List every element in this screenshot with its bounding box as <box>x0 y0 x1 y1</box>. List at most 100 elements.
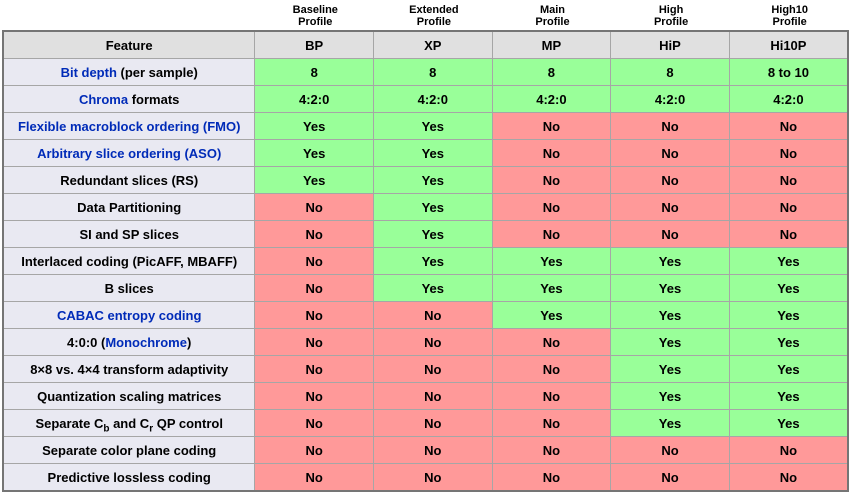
value-cell-yes: Yes <box>372 139 493 167</box>
feature-link[interactable]: Flexible macroblock ordering (FMO) <box>17 118 241 134</box>
profile-label: Main Profile <box>535 3 570 28</box>
table-row: Bit depth (per sample) 8 8 8 8 8 to 10 <box>2 58 849 86</box>
value-cell-no: No <box>491 112 612 140</box>
feature-cell: Separate Cb and Cr QP control <box>2 409 256 437</box>
table-row: Flexible macroblock ordering (FMO) Yes Yes… <box>2 112 849 140</box>
value-cell-yes: Yes <box>254 112 374 140</box>
value-cell-no: No <box>254 193 374 221</box>
value-cell-no: No <box>610 193 730 221</box>
feature-text: QP control <box>153 415 223 431</box>
feature-cell: Data Partitioning <box>2 193 256 221</box>
feature-link[interactable]: Monochrome <box>105 334 187 350</box>
feature-cell: Predictive lossless coding <box>2 463 256 492</box>
profile-label: Extended Profile <box>409 3 459 28</box>
profile-abbr-header: XP <box>372 30 493 59</box>
value-cell-no: No <box>491 220 612 248</box>
value-cell-yes: Yes <box>491 247 612 275</box>
value-cell-no: No <box>372 436 493 464</box>
feature-text: Predictive lossless coding <box>47 469 211 485</box>
value-cell-no: No <box>491 166 612 194</box>
feature-text: formats <box>128 91 180 107</box>
value-cell-no: No <box>254 301 374 329</box>
value-cell-no: No <box>610 139 730 167</box>
value-cell-yes: Yes <box>372 274 493 302</box>
feature-text: Interlaced coding (PicAFF, MBAFF) <box>21 253 238 269</box>
table-row: 8×8 vs. 4×4 transform adaptivity No No No Ye… <box>2 355 849 383</box>
feature-cell: 4:0:0 (Monochrome) <box>2 328 256 356</box>
value-cell-yes: Yes <box>728 355 849 383</box>
value-cell-no: No <box>372 328 493 356</box>
value-cell-no: No <box>610 166 730 194</box>
value-cell-yes: Yes <box>491 274 612 302</box>
value-cell-yes: Yes <box>610 409 730 437</box>
value-cell-yes: Yes <box>610 382 730 410</box>
value-cell-yes: Yes <box>372 166 493 194</box>
value-cell-yes: 8 <box>610 58 730 86</box>
value-cell-no: No <box>372 409 493 437</box>
value-cell-no: No <box>728 139 849 167</box>
feature-text: Separate C <box>35 415 104 431</box>
value-cell-no: No <box>610 463 730 492</box>
feature-text: SI and SP slices <box>79 226 179 242</box>
table-row: Predictive lossless coding No No No No No <box>2 463 849 492</box>
value-cell-yes: 8 <box>491 58 612 86</box>
feature-cell: Chroma formats <box>2 85 256 113</box>
value-cell-yes: 4:2:0 <box>610 85 730 113</box>
value-cell-no: No <box>254 382 374 410</box>
feature-text: ) <box>186 334 192 350</box>
value-cell-no: No <box>610 220 730 248</box>
feature-text: 8×8 vs. 4×4 transform adaptivity <box>30 361 229 377</box>
value-cell-yes: 4:2:0 <box>491 85 612 113</box>
table-header-row: Feature BP XP MP HiP Hi10P <box>2 30 849 59</box>
value-cell-no: No <box>372 355 493 383</box>
value-cell-no: No <box>728 193 849 221</box>
value-cell-yes: Yes <box>728 247 849 275</box>
table-row: Redundant slices (RS) Yes Yes No No No <box>2 166 849 194</box>
feature-link[interactable]: Chroma <box>78 91 129 107</box>
value-cell-yes: 4:2:0 <box>254 85 374 113</box>
value-cell-no: No <box>491 409 612 437</box>
profile-label: Baseline Profile <box>292 3 338 28</box>
table-row: Arbitrary slice ordering (ASO) Yes Yes No No… <box>2 139 849 167</box>
feature-cell: Quantization scaling matrices <box>2 382 256 410</box>
feature-text: Redundant slices (RS) <box>60 172 199 188</box>
feature-text: (per sample) <box>116 64 198 80</box>
value-cell-yes: Yes <box>728 274 849 302</box>
value-cell-yes: 4:2:0 <box>728 85 849 113</box>
feature-column-header: Feature <box>2 30 256 59</box>
value-cell-yes: Yes <box>491 301 612 329</box>
value-cell-no: No <box>491 436 612 464</box>
feature-subscript: r <box>149 423 154 435</box>
profile-abbr-header: HiP <box>610 30 730 59</box>
value-cell-no: No <box>610 436 730 464</box>
feature-link[interactable]: Bit depth <box>60 64 117 80</box>
value-cell-no: No <box>372 463 493 492</box>
value-cell-yes: Yes <box>372 247 493 275</box>
feature-cell: Flexible macroblock ordering (FMO) <box>2 112 256 140</box>
value-cell-yes: Yes <box>372 193 493 221</box>
feature-cell: Separate color plane coding <box>2 436 256 464</box>
feature-link[interactable]: CABAC entropy coding <box>56 307 202 323</box>
feature-text: Data Partitioning <box>77 199 182 215</box>
value-cell-no: No <box>372 301 493 329</box>
value-cell-no: No <box>491 328 612 356</box>
table-row: Chroma formats 4:2:0 4:2:0 4:2:0 4:2:0 4:2:0 <box>2 85 849 113</box>
value-cell-no: No <box>728 166 849 194</box>
feature-link[interactable]: Arbitrary slice ordering (ASO) <box>37 145 222 161</box>
feature-cell: Arbitrary slice ordering (ASO) <box>2 139 256 167</box>
value-cell-no: No <box>254 355 374 383</box>
value-cell-no: No <box>254 409 374 437</box>
feature-text: 4:0:0 ( <box>67 334 106 350</box>
value-cell-no: No <box>491 193 612 221</box>
table-row: SI and SP slices No Yes No No No <box>2 220 849 248</box>
profile-abbr-header: Hi10P <box>728 30 849 59</box>
profile-label: High Profile <box>653 3 689 28</box>
value-cell-yes: Yes <box>254 139 374 167</box>
value-cell-yes: Yes <box>728 409 849 437</box>
value-cell-no: No <box>728 112 849 140</box>
value-cell-no: No <box>254 436 374 464</box>
feature-subscript: b <box>103 423 110 435</box>
profile-label: High10 Profile <box>771 3 809 28</box>
value-cell-yes: Yes <box>610 301 730 329</box>
